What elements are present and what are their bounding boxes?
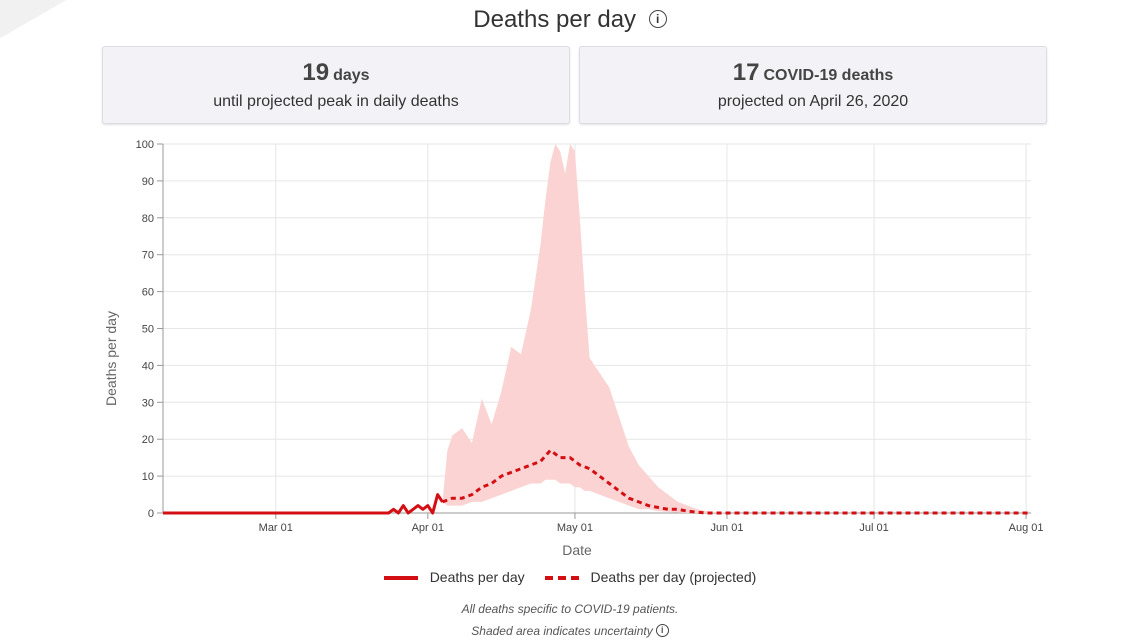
footnote-uncertainty-text: Shaded area indicates uncertainty <box>471 624 653 638</box>
footnote-patients: All deaths specific to COVID-19 patients… <box>461 602 679 616</box>
legend-swatch-solid <box>383 575 418 580</box>
x-tick-label: Aug 01 <box>1009 522 1044 534</box>
x-tick-label: Jul 01 <box>859 522 888 534</box>
legend-item-projected[interactable]: Deaths per day (projected) <box>544 569 757 586</box>
info-icon[interactable]: i <box>655 624 669 638</box>
projected-stat-card: 17 COVID-19 deaths projected on April 26,… <box>579 46 1047 124</box>
x-axis-label: Date <box>562 542 592 558</box>
projected-deaths-unit: COVID-19 deaths <box>763 67 894 84</box>
uncertainty-band <box>442 144 727 513</box>
y-tick-label: 70 <box>142 250 154 262</box>
info-icon[interactable]: i <box>648 9 667 28</box>
x-tick-label: Jun 01 <box>710 522 743 534</box>
legend-label-actual: Deaths per day <box>429 569 525 586</box>
chart-title-row: Deaths per day i <box>0 6 1140 34</box>
y-tick-label: 30 <box>142 397 154 409</box>
y-axis-label: Deaths per day <box>103 311 119 406</box>
peak-caption: until projected peak in daily deaths <box>213 93 459 110</box>
peak-stat-card: 19 days until projected peak in daily dea… <box>102 46 570 124</box>
y-tick-label: 90 <box>142 176 154 188</box>
y-tick-label: 0 <box>148 508 154 520</box>
peak-days-number: 19 <box>302 59 330 86</box>
legend-item-actual[interactable]: Deaths per day <box>383 569 525 586</box>
y-tick-label: 10 <box>142 471 154 483</box>
projected-caption: projected on April 26, 2020 <box>717 93 909 110</box>
projected-deaths-number: 17 <box>732 59 760 86</box>
y-tick-label: 40 <box>142 360 154 372</box>
deaths-chart: 0 10 20 30 40 50 60 70 80 90 100 Mar 01 Apr 01 May 01… <box>103 139 1044 558</box>
y-tick-label: 80 <box>142 213 154 225</box>
x-tick-label: Apr 01 <box>412 522 444 534</box>
y-tick-label: 20 <box>142 434 154 446</box>
x-tick-label: May 01 <box>557 522 593 534</box>
y-tick-label: 100 <box>136 139 154 151</box>
x-tick-label: Mar 01 <box>259 522 293 534</box>
chart-legend: Deaths per day Deaths per day (projected… <box>0 568 1140 585</box>
actual-deaths-line <box>163 493 444 515</box>
legend-swatch-dashed <box>544 575 579 580</box>
footnote-uncertainty: Shaded area indicates uncertainty i <box>0 624 1140 638</box>
chart-title: Deaths per day <box>473 6 637 33</box>
y-tick-label: 50 <box>142 324 154 336</box>
peak-days-unit: days <box>333 67 370 84</box>
y-tick-label: 60 <box>142 287 154 299</box>
legend-label-projected: Deaths per day (projected) <box>590 569 757 586</box>
